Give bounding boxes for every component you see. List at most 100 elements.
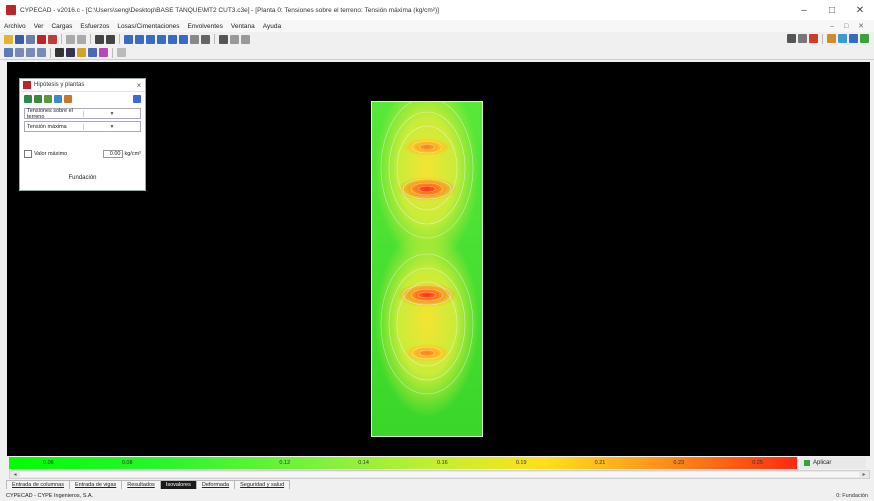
chevron-down-icon[interactable]: ▼ <box>83 110 140 117</box>
panel-app-icon <box>23 81 31 89</box>
update-icon[interactable] <box>860 34 869 43</box>
tab-entrada-vigas[interactable]: Entrada de vigas <box>68 480 123 489</box>
palette-icon[interactable] <box>99 48 108 57</box>
zoom-window-icon[interactable] <box>157 34 166 44</box>
view-3d-icon[interactable] <box>201 34 210 44</box>
help-icon[interactable] <box>838 34 847 43</box>
result-type-select[interactable]: Tensiones sobre el terreno ▼ <box>24 107 141 120</box>
render-icon[interactable] <box>88 48 97 57</box>
angle-icon[interactable] <box>241 34 250 44</box>
apply-label: Aplicar <box>813 460 832 466</box>
scroll-left-icon[interactable]: ◂ <box>13 472 17 478</box>
panel-floor-name: Fundación <box>68 175 97 181</box>
scroll-right-icon[interactable]: ▸ <box>862 472 866 478</box>
scale-label <box>167 457 246 469</box>
export-icon[interactable] <box>798 34 807 43</box>
menu-losas-cimentaciones[interactable]: Losas/Cimentaciones <box>117 22 180 30</box>
scale-label: 0.06 <box>43 460 54 466</box>
print-icon[interactable] <box>787 34 796 43</box>
isoline-contours <box>380 102 474 395</box>
scale-label: 0.23 <box>673 460 685 466</box>
redraw-icon[interactable] <box>190 34 199 44</box>
pin-icon[interactable] <box>133 95 141 103</box>
tab-seguridad-salud[interactable]: Seguridad y salud <box>234 480 291 489</box>
home-icon[interactable] <box>48 34 57 44</box>
result-type-value: Tensiones sobre el terreno <box>27 107 73 120</box>
menu-ayuda[interactable]: Ayuda <box>262 22 282 30</box>
workspace-tabs: Entrada de columnas Entrada de vigas Res… <box>6 480 291 489</box>
stress-type-value: Tensión máxima <box>27 123 67 130</box>
menu-archivo[interactable]: Archivo <box>4 22 26 30</box>
tab-deformada[interactable]: Deformada <box>195 480 236 489</box>
grid-icon[interactable] <box>219 34 228 44</box>
isovalues-icon[interactable] <box>55 48 64 57</box>
view-mode-icon[interactable] <box>4 48 13 57</box>
zoom-out-icon[interactable] <box>146 34 155 44</box>
floor-plan-icon[interactable] <box>34 95 42 103</box>
tab-isovalores[interactable]: Isovalores <box>159 480 197 489</box>
menu-esfuerzos[interactable]: Esfuerzos <box>80 22 110 30</box>
foundation-slab-stress-map <box>371 101 483 437</box>
stress-map-icon[interactable] <box>66 48 75 57</box>
report-icon[interactable] <box>809 34 818 43</box>
layers-icon[interactable] <box>15 48 24 57</box>
main-toolbar <box>0 32 874 46</box>
open-file-icon[interactable] <box>26 34 35 44</box>
chevron-down-icon[interactable]: ▼ <box>83 123 140 130</box>
zoom-icon[interactable] <box>124 34 133 44</box>
zoom-all-icon[interactable] <box>168 34 177 44</box>
menu-ver[interactable]: Ver <box>33 22 44 30</box>
hypothesis-icon[interactable] <box>24 95 32 103</box>
options-icon[interactable] <box>117 48 126 57</box>
scroll-track[interactable] <box>20 472 859 477</box>
horizontal-scrollbar[interactable]: ◂ ▸ <box>9 470 870 479</box>
stress-type-select[interactable]: Tensión máxima ▼ <box>24 121 141 132</box>
toolbar-separator <box>90 34 91 44</box>
undo-icon[interactable] <box>66 34 75 44</box>
measure-icon[interactable] <box>230 34 239 44</box>
toolbar-separator <box>119 34 120 44</box>
max-value-label: Valor máximo <box>34 151 68 157</box>
table-icon[interactable] <box>54 95 62 103</box>
toolbar-separator <box>61 34 62 44</box>
menu-cargas[interactable]: Cargas <box>51 22 73 30</box>
chart-icon[interactable] <box>64 95 72 103</box>
pan-icon[interactable] <box>179 34 188 44</box>
tab-entrada-columnas[interactable]: Entrada de columnas <box>6 480 70 489</box>
level-down-icon[interactable] <box>106 34 115 44</box>
combination-icon[interactable] <box>44 95 52 103</box>
panel-title-bar[interactable]: Hipótesis y plantas × <box>20 79 145 92</box>
drawing-viewport[interactable] <box>7 62 870 456</box>
cypecad-app-icon <box>6 5 16 15</box>
scale-label: 0.19 <box>515 460 527 466</box>
panel-close-icon[interactable]: × <box>136 80 142 90</box>
reference-icon[interactable] <box>26 48 35 57</box>
zoom-in-icon[interactable] <box>135 34 144 44</box>
level-up-icon[interactable] <box>95 34 104 44</box>
apply-button[interactable]: Aplicar <box>800 457 866 469</box>
settings-icon[interactable] <box>827 34 836 43</box>
save-icon[interactable] <box>15 34 24 44</box>
menu-envolventes[interactable]: Envolventes <box>187 22 223 30</box>
max-value-input[interactable]: 0.00 <box>102 150 123 158</box>
window-title: CYPECAD - v2016.c - [C:\Users\seng\Deskt… <box>20 6 439 14</box>
web-icon[interactable] <box>849 34 858 43</box>
max-value-row: Valor máximo 0.00 kg/cm² <box>24 150 141 158</box>
tab-resultados[interactable]: Resultados <box>121 480 161 489</box>
menu-ventana[interactable]: Ventana <box>230 22 255 30</box>
scale-label: 0.14 <box>358 460 369 466</box>
legend-icon[interactable] <box>77 48 86 57</box>
status-floor: 0: Fundación <box>836 492 868 499</box>
scale-label: 0.25 <box>752 460 763 466</box>
snap-icon[interactable] <box>37 48 46 57</box>
plans-icon[interactable] <box>37 34 46 44</box>
new-file-icon[interactable] <box>4 34 13 44</box>
toolbar-separator <box>50 47 51 58</box>
mdi-window-controls[interactable]: – □ ✕ <box>830 23 868 30</box>
max-value-unit: kg/cm² <box>124 151 142 157</box>
redo-icon[interactable] <box>77 34 86 44</box>
max-value-checkbox[interactable] <box>24 150 32 158</box>
maximize-button[interactable]: □ <box>828 4 836 16</box>
minimize-button[interactable]: – <box>801 4 807 16</box>
close-button[interactable]: ✕ <box>855 4 865 16</box>
